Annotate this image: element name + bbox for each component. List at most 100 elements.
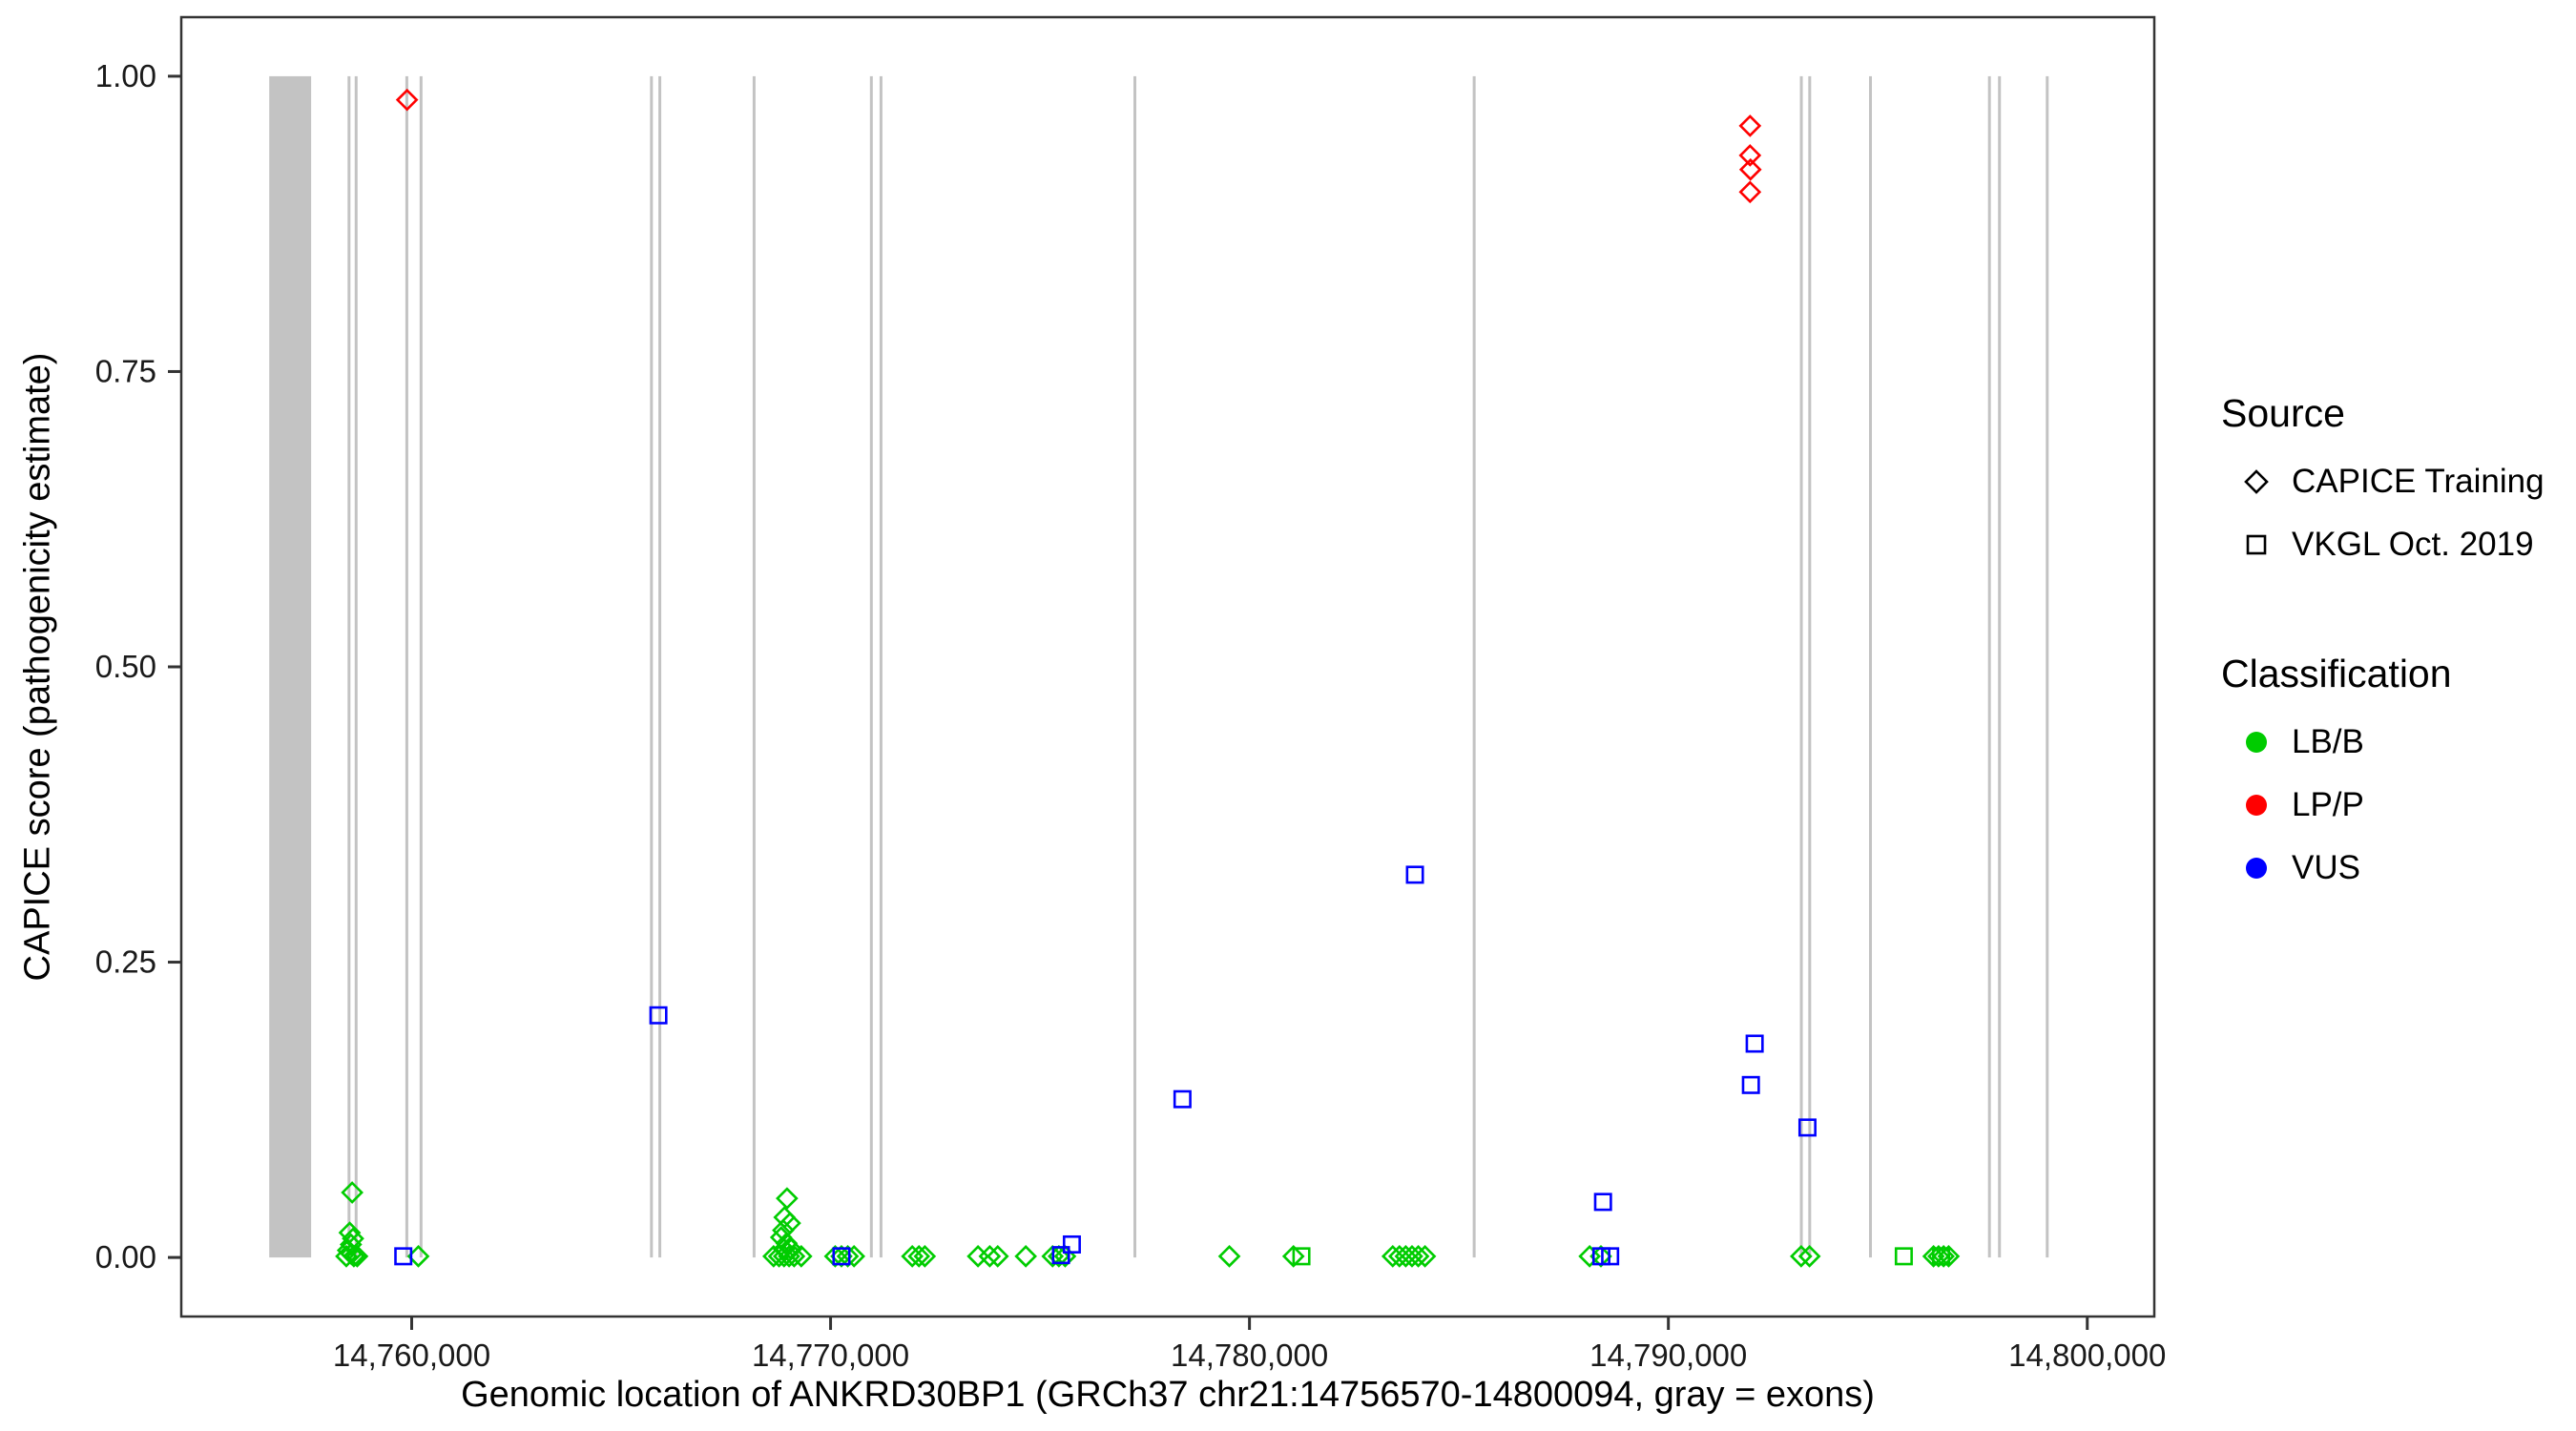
data-point-diamond <box>345 1245 369 1268</box>
y-tick-label: 0.00 <box>95 1239 156 1275</box>
legend-item-lpp: LP/P <box>2221 786 2545 824</box>
data-point-diamond <box>1387 1245 1411 1268</box>
exon-band <box>1799 75 1803 1258</box>
panel-border <box>179 15 2156 1318</box>
legend-source-group: Source CAPICE Training VKGL Oct. 2019 <box>2221 391 2545 564</box>
data-point-square <box>1593 1192 1612 1212</box>
data-point-square <box>649 1006 668 1025</box>
exon-band <box>752 75 756 1258</box>
exon-band <box>1868 75 1872 1258</box>
data-point-diamond <box>1281 1245 1305 1268</box>
legend-item-label: LP/P <box>2292 786 2364 823</box>
x-axis-title: Genomic location of ANKRD30BP1 (GRCh37 c… <box>461 1375 1875 1415</box>
data-point-diamond <box>1738 157 1762 181</box>
legend-item-vus: VUS <box>2221 849 2545 887</box>
exon-band <box>1998 75 2002 1258</box>
exon-band <box>354 75 358 1258</box>
legend-item-capice-training: CAPICE Training <box>2221 463 2545 501</box>
green-dot-icon <box>2246 732 2267 753</box>
data-point-diamond <box>1217 1245 1241 1268</box>
data-point-diamond <box>901 1245 924 1268</box>
exon-band <box>879 75 883 1258</box>
data-point-diamond <box>789 1245 813 1268</box>
exon-band <box>869 75 873 1258</box>
data-point-square <box>1051 1246 1070 1265</box>
x-tick-label: 14,780,000 <box>1171 1338 1328 1373</box>
data-point-diamond <box>836 1245 860 1268</box>
data-point-diamond <box>907 1245 931 1268</box>
data-point-square <box>1894 1247 1913 1266</box>
diamond-outline-icon <box>2244 469 2269 494</box>
data-point-square <box>1745 1034 1764 1053</box>
data-point-diamond <box>772 1237 796 1261</box>
data-point-diamond <box>1790 1245 1813 1268</box>
exon-band <box>419 75 423 1258</box>
data-point-diamond <box>966 1245 989 1268</box>
legend-source-title: Source <box>2221 391 2345 435</box>
data-point-diamond <box>1937 1245 1961 1268</box>
exon-band <box>1808 75 1812 1258</box>
data-point-square <box>1292 1247 1311 1266</box>
exon-band <box>1987 75 1991 1258</box>
data-point-diamond <box>986 1245 1009 1268</box>
data-point-diamond <box>1381 1245 1404 1268</box>
data-point-diamond <box>1738 114 1762 137</box>
data-point-square <box>1741 1075 1760 1094</box>
data-point-diamond <box>1738 180 1762 204</box>
red-dot-icon <box>2246 795 2267 816</box>
data-point-diamond <box>1401 1245 1423 1268</box>
data-point-diamond <box>1413 1245 1437 1268</box>
legend-item-label: CAPICE Training <box>2292 463 2545 500</box>
data-point-diamond <box>1797 1245 1821 1268</box>
data-point-diamond <box>1922 1245 1945 1268</box>
data-point-diamond <box>773 1206 797 1229</box>
legend: Source CAPICE Training VKGL Oct. 2019 Cl… <box>2221 391 2545 975</box>
exon-band <box>1472 75 1476 1258</box>
data-point-square <box>832 1247 851 1266</box>
y-axis-title: CAPICE score (pathogenicity estimate) <box>17 352 58 982</box>
y-tick-label: 0.25 <box>95 944 156 980</box>
exon-band <box>347 75 351 1258</box>
exon-band <box>1132 75 1136 1258</box>
legend-item-label: VUS <box>2292 849 2360 886</box>
legend-item-label: LB/B <box>2292 723 2364 760</box>
data-point-diamond <box>341 1181 364 1204</box>
legend-item-vkgl: VKGL Oct. 2019 <box>2221 526 2545 564</box>
data-point-square <box>1405 865 1424 884</box>
x-tick-label: 14,760,000 <box>333 1338 490 1373</box>
data-point-diamond <box>1932 1245 1955 1268</box>
data-point-diamond <box>767 1245 791 1268</box>
data-point-square <box>1173 1089 1192 1109</box>
data-point-diamond <box>395 88 419 112</box>
legend-item-lbb: LB/B <box>2221 723 2545 761</box>
x-tick-label: 14,790,000 <box>1589 1338 1747 1373</box>
y-tick-label: 0.50 <box>95 649 156 684</box>
data-point-diamond <box>1014 1245 1037 1268</box>
legend-classification-group: Classification LB/B LP/P VUS <box>2221 652 2545 887</box>
y-tick-label: 0.75 <box>95 353 156 388</box>
data-point-square <box>1062 1234 1081 1254</box>
data-point-diamond <box>782 1245 806 1268</box>
data-point-diamond <box>772 1245 796 1268</box>
data-point-diamond <box>978 1245 1002 1268</box>
exon-band <box>650 75 654 1258</box>
exon-band <box>2046 75 2049 1258</box>
exon-band <box>405 75 408 1258</box>
data-point-diamond <box>913 1245 937 1268</box>
data-point-diamond <box>776 1187 799 1211</box>
data-point-diamond <box>1738 144 1762 167</box>
data-point-diamond <box>842 1245 865 1268</box>
y-tick-label: 1.00 <box>95 58 156 93</box>
data-point-diamond <box>1394 1245 1418 1268</box>
data-point-square <box>1601 1247 1620 1266</box>
data-point-diamond <box>1406 1245 1430 1268</box>
legend-item-label: VKGL Oct. 2019 <box>2292 526 2534 563</box>
data-point-square <box>1797 1118 1817 1137</box>
data-point-square <box>394 1247 413 1266</box>
x-tick-label: 14,800,000 <box>2008 1338 2166 1373</box>
exon-band <box>658 75 662 1258</box>
x-tick-label: 14,770,000 <box>752 1338 909 1373</box>
exon-band <box>269 75 312 1258</box>
